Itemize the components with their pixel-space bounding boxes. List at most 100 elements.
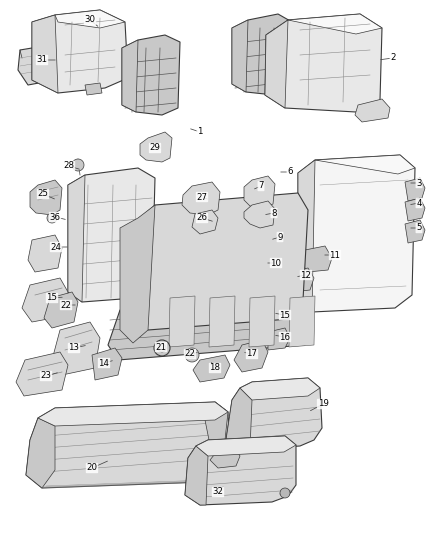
Text: 7: 7 [258, 182, 264, 190]
Text: 4: 4 [416, 198, 422, 207]
Polygon shape [405, 178, 425, 201]
Polygon shape [55, 10, 125, 28]
Text: 32: 32 [212, 488, 223, 497]
Polygon shape [68, 168, 155, 302]
Text: 24: 24 [50, 243, 61, 252]
Polygon shape [108, 295, 308, 360]
Polygon shape [405, 220, 425, 243]
Polygon shape [32, 15, 58, 93]
Text: 2: 2 [390, 53, 396, 62]
Circle shape [158, 344, 166, 352]
Polygon shape [244, 201, 275, 228]
Polygon shape [205, 402, 228, 445]
Polygon shape [300, 246, 332, 272]
Text: 20: 20 [86, 464, 98, 472]
Circle shape [185, 348, 199, 362]
Polygon shape [52, 322, 100, 375]
Polygon shape [122, 35, 180, 115]
Polygon shape [138, 193, 308, 330]
Polygon shape [68, 175, 85, 302]
Ellipse shape [334, 198, 366, 242]
Polygon shape [240, 378, 320, 400]
Text: 30: 30 [85, 15, 95, 25]
Ellipse shape [338, 247, 366, 283]
Polygon shape [30, 180, 62, 215]
Text: 5: 5 [416, 223, 422, 232]
Circle shape [280, 488, 290, 498]
Polygon shape [185, 446, 208, 505]
Text: 12: 12 [300, 271, 311, 279]
Text: 9: 9 [277, 232, 283, 241]
Polygon shape [209, 296, 235, 347]
Polygon shape [265, 14, 382, 112]
Text: 11: 11 [329, 251, 340, 260]
Polygon shape [38, 402, 228, 426]
Polygon shape [405, 198, 425, 221]
Text: 23: 23 [40, 372, 52, 381]
Text: 25: 25 [38, 190, 49, 198]
Polygon shape [92, 348, 122, 380]
Text: 10: 10 [271, 259, 282, 268]
Polygon shape [232, 14, 292, 95]
Polygon shape [268, 227, 286, 250]
Text: 27: 27 [197, 192, 208, 201]
Polygon shape [169, 296, 195, 347]
Polygon shape [315, 155, 415, 174]
Text: 14: 14 [99, 359, 110, 367]
Text: 21: 21 [155, 343, 166, 351]
Text: 17: 17 [247, 350, 258, 359]
Polygon shape [288, 14, 382, 34]
Polygon shape [140, 132, 172, 162]
Circle shape [47, 213, 57, 223]
Polygon shape [265, 20, 288, 108]
Polygon shape [289, 296, 315, 347]
Polygon shape [249, 296, 275, 347]
Text: 15: 15 [279, 311, 290, 319]
Polygon shape [244, 176, 275, 208]
Polygon shape [26, 402, 230, 488]
Polygon shape [182, 182, 220, 215]
Text: 15: 15 [46, 294, 57, 303]
Text: 8: 8 [271, 208, 277, 217]
Text: 13: 13 [68, 343, 80, 352]
Polygon shape [16, 352, 68, 396]
Text: 26: 26 [197, 214, 208, 222]
Polygon shape [226, 388, 252, 450]
Polygon shape [265, 248, 283, 268]
Polygon shape [290, 268, 314, 292]
Text: 22: 22 [184, 350, 195, 359]
Polygon shape [262, 302, 298, 337]
Polygon shape [185, 436, 296, 505]
Text: 36: 36 [49, 213, 60, 222]
Polygon shape [193, 355, 230, 382]
Circle shape [154, 340, 170, 356]
Polygon shape [298, 155, 415, 312]
Polygon shape [26, 418, 55, 488]
Polygon shape [355, 99, 390, 122]
Text: 18: 18 [209, 364, 220, 373]
Polygon shape [85, 83, 102, 95]
Text: 3: 3 [416, 179, 422, 188]
Text: 28: 28 [64, 161, 74, 171]
Polygon shape [196, 436, 296, 456]
Text: 19: 19 [318, 400, 328, 408]
Polygon shape [22, 278, 68, 322]
Polygon shape [232, 20, 248, 92]
Polygon shape [234, 340, 268, 372]
Polygon shape [28, 235, 62, 272]
Text: 1: 1 [197, 127, 203, 136]
Text: 22: 22 [60, 301, 71, 310]
Circle shape [201, 194, 209, 202]
Polygon shape [18, 45, 58, 85]
Circle shape [72, 159, 84, 171]
Polygon shape [120, 205, 155, 343]
Text: 31: 31 [36, 55, 47, 64]
Polygon shape [44, 292, 78, 328]
Polygon shape [298, 160, 315, 312]
Polygon shape [226, 378, 322, 450]
Polygon shape [32, 10, 128, 93]
Polygon shape [210, 446, 240, 468]
Text: 29: 29 [149, 143, 160, 152]
Text: 6: 6 [287, 167, 293, 176]
Text: 16: 16 [279, 333, 290, 342]
